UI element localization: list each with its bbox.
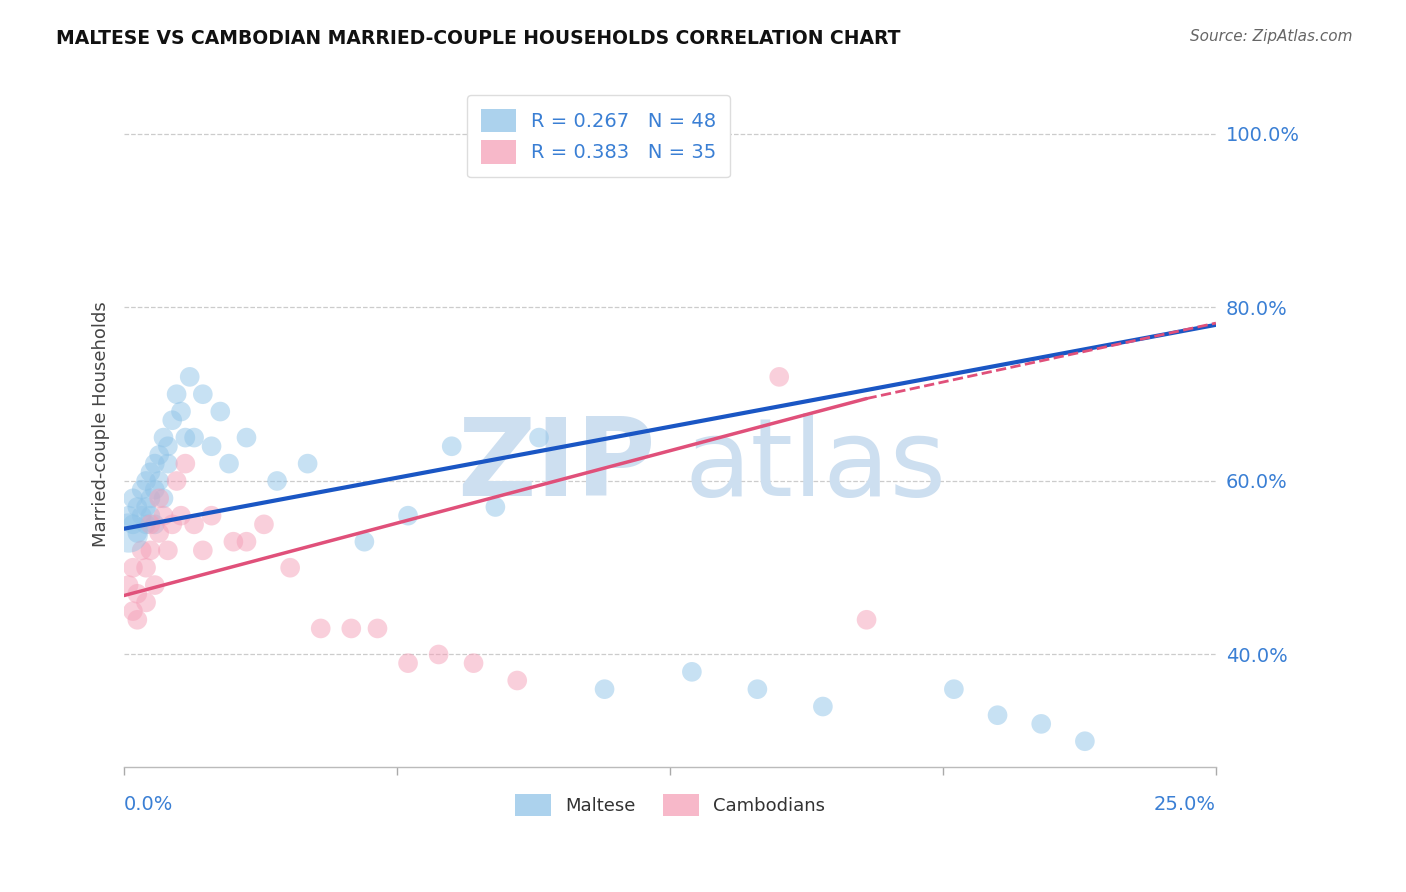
- Point: [200, 439, 222, 453]
- Point: [166, 474, 188, 488]
- Point: [156, 457, 179, 471]
- Point: [396, 656, 419, 670]
- Text: MALTESE VS CAMBODIAN MARRIED-COUPLE HOUSEHOLDS CORRELATION CHART: MALTESE VS CAMBODIAN MARRIED-COUPLE HOUS…: [56, 29, 901, 47]
- Point: [152, 491, 174, 506]
- Point: [143, 457, 166, 471]
- Text: Source: ZipAtlas.com: Source: ZipAtlas.com: [1189, 29, 1353, 44]
- Point: [156, 439, 179, 453]
- Point: [117, 578, 139, 592]
- Point: [162, 413, 184, 427]
- Text: atlas: atlas: [685, 413, 946, 519]
- Legend: Maltese, Cambodians: Maltese, Cambodians: [508, 787, 832, 823]
- Point: [484, 500, 506, 514]
- Point: [174, 431, 197, 445]
- Point: [1031, 717, 1053, 731]
- Point: [353, 534, 375, 549]
- Point: [278, 560, 301, 574]
- Point: [156, 543, 179, 558]
- Point: [747, 682, 769, 697]
- Point: [170, 508, 193, 523]
- Point: [135, 595, 157, 609]
- Point: [162, 517, 184, 532]
- Point: [152, 431, 174, 445]
- Point: [139, 543, 162, 558]
- Point: [235, 534, 257, 549]
- Point: [166, 387, 188, 401]
- Point: [127, 526, 149, 541]
- Point: [183, 431, 205, 445]
- Text: 0.0%: 0.0%: [124, 795, 173, 814]
- Point: [463, 656, 485, 670]
- Point: [174, 457, 197, 471]
- Point: [131, 508, 153, 523]
- Point: [768, 369, 790, 384]
- Point: [209, 404, 232, 418]
- Point: [986, 708, 1008, 723]
- Point: [191, 387, 214, 401]
- Point: [527, 431, 550, 445]
- Point: [127, 613, 149, 627]
- Point: [139, 491, 162, 506]
- Point: [117, 508, 139, 523]
- Point: [218, 457, 240, 471]
- Point: [396, 508, 419, 523]
- Point: [131, 483, 153, 497]
- Point: [440, 439, 463, 453]
- Point: [297, 457, 319, 471]
- Point: [143, 517, 166, 532]
- Point: [222, 534, 245, 549]
- Point: [139, 517, 162, 532]
- Point: [139, 508, 162, 523]
- Point: [139, 465, 162, 479]
- Point: [135, 500, 157, 514]
- Point: [148, 491, 170, 506]
- Point: [127, 587, 149, 601]
- Point: [135, 560, 157, 574]
- Point: [811, 699, 834, 714]
- Point: [506, 673, 529, 688]
- Point: [266, 474, 288, 488]
- Point: [122, 560, 145, 574]
- Point: [122, 491, 145, 506]
- Text: 25.0%: 25.0%: [1154, 795, 1216, 814]
- Point: [135, 474, 157, 488]
- Point: [122, 517, 145, 532]
- Point: [855, 613, 877, 627]
- Point: [143, 483, 166, 497]
- Point: [191, 543, 214, 558]
- Point: [235, 431, 257, 445]
- Point: [183, 517, 205, 532]
- Point: [200, 508, 222, 523]
- Point: [127, 500, 149, 514]
- Point: [148, 448, 170, 462]
- Point: [593, 682, 616, 697]
- Y-axis label: Married-couple Households: Married-couple Households: [93, 301, 110, 548]
- Point: [1074, 734, 1097, 748]
- Point: [309, 622, 332, 636]
- Point: [148, 526, 170, 541]
- Point: [366, 622, 388, 636]
- Point: [122, 604, 145, 618]
- Point: [179, 369, 201, 384]
- Point: [152, 508, 174, 523]
- Point: [681, 665, 703, 679]
- Point: [148, 474, 170, 488]
- Point: [427, 648, 450, 662]
- Point: [942, 682, 965, 697]
- Text: ZIP: ZIP: [457, 413, 655, 519]
- Point: [253, 517, 276, 532]
- Point: [143, 578, 166, 592]
- Point: [131, 543, 153, 558]
- Point: [340, 622, 363, 636]
- Point: [135, 517, 157, 532]
- Point: [170, 404, 193, 418]
- Point: [117, 526, 139, 541]
